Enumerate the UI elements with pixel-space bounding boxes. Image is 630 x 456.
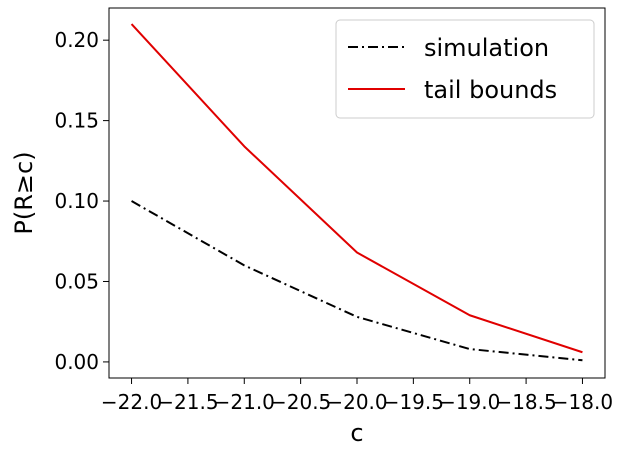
- legend: simulation tail bounds: [335, 19, 595, 119]
- y-tick-label: 0.10: [54, 189, 99, 213]
- x-tick-label: −22.0: [101, 390, 162, 414]
- y-axis-ticks: 0.00 0.05 0.10 0.15 0.20: [54, 28, 109, 374]
- legend-box: [335, 19, 595, 119]
- x-tick-label: −19.5: [383, 390, 444, 414]
- y-tick-label: 0.20: [54, 28, 99, 52]
- y-axis-title: P(R≥c): [10, 151, 38, 234]
- legend-label-tail-bounds: tail bounds: [424, 76, 557, 104]
- x-axis-title: c: [350, 419, 363, 447]
- x-tick-label: −18.0: [552, 390, 613, 414]
- x-tick-label: −19.0: [439, 390, 500, 414]
- x-tick-label: −20.0: [326, 390, 387, 414]
- y-tick-label: 0.00: [54, 350, 99, 374]
- x-tick-label: −20.5: [270, 390, 331, 414]
- y-tick-label: 0.15: [54, 109, 99, 133]
- x-tick-label: −18.5: [495, 390, 556, 414]
- x-tick-label: −21.5: [157, 390, 218, 414]
- x-tick-label: −21.0: [214, 390, 275, 414]
- series-line-simulation: [131, 200, 583, 362]
- y-tick-label: 0.05: [54, 269, 99, 293]
- x-axis-ticks: −22.0−21.5−21.0−20.5−20.0−19.5−19.0−18.5…: [101, 378, 613, 414]
- series-layer: [130, 23, 583, 362]
- series-line-tail-bounds: [130, 23, 583, 354]
- legend-label-simulation: simulation: [424, 34, 549, 62]
